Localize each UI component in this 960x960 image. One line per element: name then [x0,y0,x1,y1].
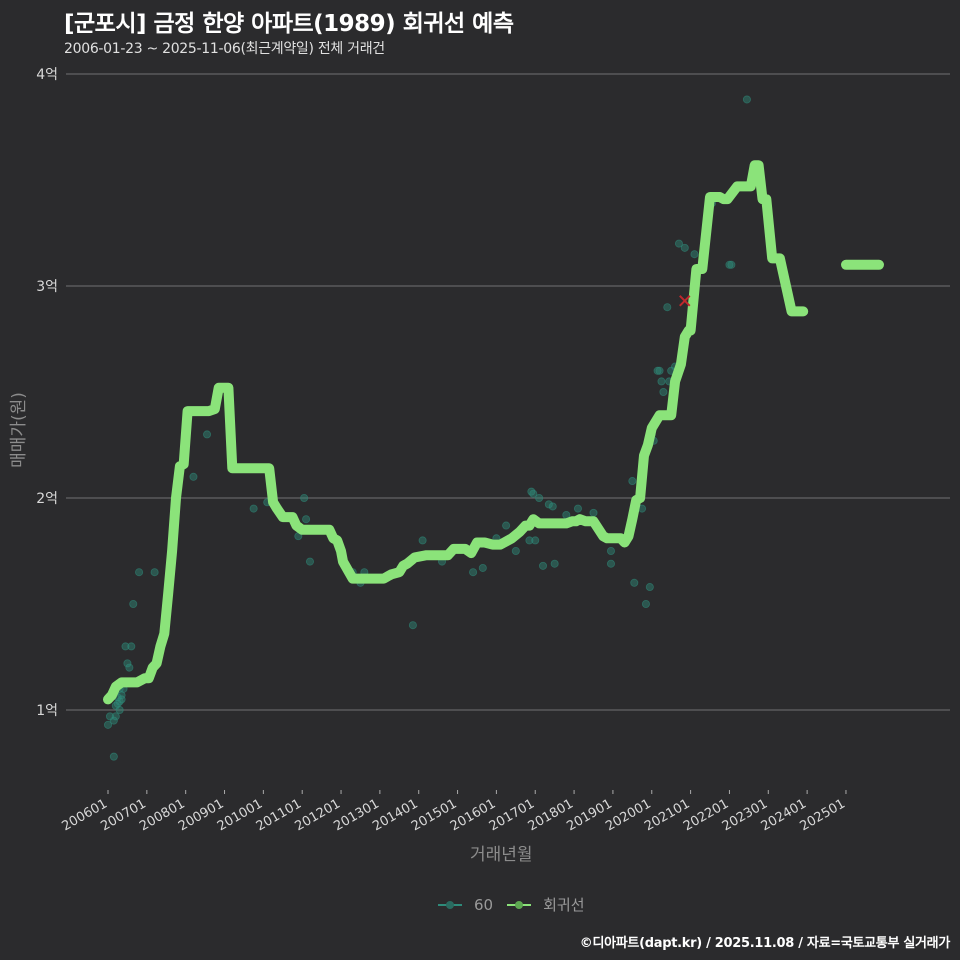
legend-key-line-icon [507,899,532,911]
data-point [469,568,478,577]
data-point [641,600,650,609]
data-point [109,752,118,761]
data-point [529,489,538,498]
y-tick-label: 2억 [36,491,58,507]
data-point [408,621,417,630]
data-point [121,642,130,651]
data-point [725,260,734,269]
data-point [502,521,511,530]
data-point [655,366,664,375]
data-point [189,472,198,481]
data-point [127,642,136,651]
legend-key-points-icon [438,899,462,911]
y-axis-label: 매매가(원) [9,392,29,468]
data-point [544,500,553,509]
data-point [606,559,615,568]
data-point [125,663,134,672]
data-point [249,504,258,513]
y-tick-label: 4억 [36,67,58,83]
data-point [645,583,654,592]
chart-subtitle: 2006-01-23 ~ 2025-11-06(최근계약일) 전체 거래건 [64,41,385,57]
data-point [628,477,637,486]
data-point [203,430,212,439]
regression-line [103,160,809,705]
data-point [742,95,751,104]
data-point [674,239,683,248]
data-point [548,502,557,511]
data-point [109,716,118,725]
chart-legend: 60 회귀선 [438,894,591,915]
data-point [104,720,113,729]
data-point [653,366,662,375]
legend-label: 60 [474,895,494,914]
source-caption: ©디아파트(dapt.kr) / 2025.11.08 / 자료=국토교통부 실… [579,936,951,951]
data-point [111,701,120,710]
x-axis-label: 거래년월 [470,845,533,865]
data-point [511,547,520,556]
data-point [663,303,672,312]
data-point [690,250,699,259]
chart-title: [군포시] 금정 한양 아파트(1989) 회귀선 예측 [64,11,514,37]
data-point [150,568,159,577]
data-point [111,712,120,721]
data-point [550,559,559,568]
data-point [525,536,534,545]
data-point [135,568,144,577]
data-point [418,536,427,545]
data-point [606,547,615,556]
data-point [531,536,540,545]
data-point [573,504,582,513]
data-point [117,695,126,704]
data-point [630,578,639,587]
y-tick-label: 1억 [36,703,58,719]
data-point [680,243,689,252]
data-point [123,659,132,668]
data-point [727,260,736,269]
legend-label: 회귀선 [543,896,585,914]
data-point [539,561,548,570]
data-point [535,493,544,502]
data-point [302,515,311,524]
legend-item-regression[interactable]: 회귀선 [507,894,585,915]
recent-trade-marker-icon [679,295,691,307]
data-point [300,493,309,502]
legend-item-60[interactable]: 60 [438,896,493,914]
x-tick-label: 202501 [797,796,847,834]
data-point [589,508,598,517]
data-point [478,563,487,572]
data-point [129,600,138,609]
y-tick-label: 3억 [36,279,58,295]
data-point [305,557,314,566]
data-point [659,387,668,396]
data-point [657,377,666,386]
